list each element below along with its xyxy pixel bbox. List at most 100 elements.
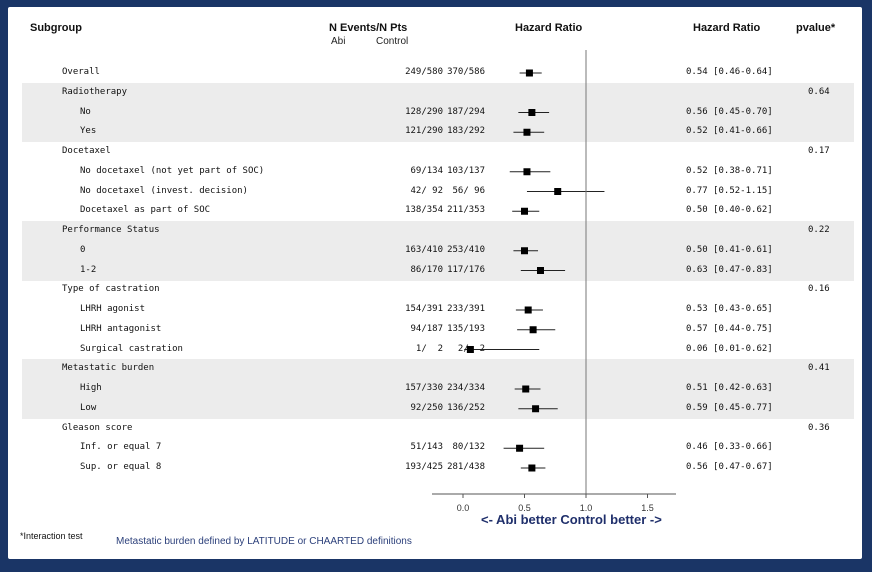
hr-point [529,326,537,334]
hr-point [528,464,536,472]
row-pvalue: 0.36 [808,422,830,433]
row-label: Overall [62,67,100,77]
row-hr-text: 0.46 [0.33-0.66] [686,442,773,453]
row-label: Gleason score [62,422,133,433]
row-abi-count: 163/410 [405,244,443,255]
row-label: Metastatic burden [62,363,155,374]
x-tick-label: 0.5 [518,503,531,513]
table-row: High 157/330 234/334 0.51 [0.42-0.63] [22,379,854,399]
hr-point [521,207,528,215]
row-abi-count: 121/290 [405,126,443,137]
row-hr-text: 0.57 [0.44-0.75] [686,323,773,334]
row-hr-text: 0.54 [0.46-0.64] [686,67,773,77]
hr-point [532,405,540,413]
table-row: Gleason score 0.36 [22,419,854,439]
row-control-count: 135/193 [447,323,485,334]
row-control-count: 136/252 [447,402,485,413]
table-row: No 128/290 187/294 0.56 [0.45-0.70] [22,102,854,123]
row-abi-count: 157/330 [405,383,443,393]
row-abi-count: 1/ 2 [415,343,443,354]
row-hr-text: 0.51 [0.42-0.63] [686,383,773,393]
row-hr-text: 0.56 [0.45-0.70] [686,106,773,117]
row-label: Type of castration [62,284,160,295]
table-row: Metastatic burden 0.41 [22,359,854,380]
table-row: Low 92/250 136/252 0.59 [0.45-0.77] [22,398,854,419]
row-hr-text: 0.52 [0.38-0.71] [686,165,773,176]
table-row: 0 163/410 253/410 0.50 [0.41-0.61] [22,240,854,261]
row-label: High [80,383,102,393]
x-axis-label: <- Abi better Control better -> [481,512,662,527]
row-pvalue: 0.22 [808,225,830,235]
hr-point [516,444,524,452]
hr-point [466,346,474,353]
row-pvalue: 0.16 [808,284,830,295]
row-abi-count: 92/250 [410,402,443,413]
row-abi-count: 193/425 [405,462,443,472]
row-pvalue: 0.41 [808,363,830,374]
table-row: Type of castration 0.16 [22,280,854,300]
hr-point [523,168,531,176]
header-abi: Abi [331,36,346,47]
row-label: Surgical castration [80,343,183,354]
row-control-count: 103/137 [447,165,485,176]
row-hr-text: 0.50 [0.41-0.61] [686,244,773,255]
row-hr-text: 0.53 [0.43-0.65] [686,304,773,314]
table-row: Inf. or equal 7 51/143 80/132 0.46 [0.33-0.… [22,438,854,458]
row-hr-text: 0.77 [0.52-1.15] [686,185,773,196]
row-pvalue: 0.17 [808,146,830,156]
row-abi-count: 154/391 [405,304,443,314]
row-hr-text: 0.52 [0.41-0.66] [686,126,773,137]
hr-point [554,188,562,195]
header-n-events: N Events/N Pts [329,22,408,34]
row-label: Docetaxel as part of SOC [80,205,211,216]
row-control-count: 234/334 [447,383,485,393]
row-control-count: 233/391 [447,304,485,314]
table-row: Yes 121/290 183/292 0.52 [0.41-0.66] [22,122,854,143]
hr-point [525,69,533,77]
header-control: Control [376,36,409,47]
row-abi-count: 51/143 [410,442,443,453]
hr-point [522,385,530,393]
row-abi-count: 69/134 [410,165,443,176]
row-control-count: 2/ 2 [457,343,485,354]
table-row: No docetaxel (not yet part of SOC) 69/134… [22,162,854,182]
row-label: Performance Status [62,225,160,235]
row-control-count: 80/132 [452,442,485,453]
hr-point [524,306,532,314]
table-row: No docetaxel (invest. decision) 42/ 92 56/… [22,182,854,202]
table-row: LHRH agonist 154/391 233/391 0.53 [0.43-0.6… [22,300,854,320]
hr-point [521,247,528,255]
row-label: No [80,106,91,117]
row-control-count: 281/438 [447,462,485,472]
row-label: No docetaxel (invest. decision) [80,185,248,196]
table-row: Docetaxel as part of SOC 138/354 211/353 0.… [22,201,854,221]
row-hr-text: 0.63 [0.47-0.83] [686,264,773,275]
row-label: 0 [80,244,86,255]
row-hr-text: 0.06 [0.01-0.62] [686,343,773,354]
header-pvalue: pvalue* [796,22,836,34]
footnote-interaction: *Interaction test [20,531,83,541]
row-hr-text: 0.56 [0.47-0.67] [686,462,773,472]
row-label: Inf. or equal 7 [80,442,162,453]
row-abi-count: 128/290 [405,106,443,117]
x-tick-label: 1.5 [641,503,654,513]
row-pvalue: 0.64 [808,86,830,97]
row-label: LHRH antagonist [80,323,162,334]
table-row: Surgical castration 1/ 2 2/ 2 0.06 [0.01-0.… [22,340,854,360]
hr-point [523,128,531,136]
hr-point [528,109,536,116]
table-row: Sup. or equal 8 193/425 281/438 0.56 [0.47-… [22,458,854,478]
row-abi-count: 42/ 92 [410,185,443,196]
row-label: LHRH agonist [80,304,146,314]
row-control-count: 370/586 [447,67,485,77]
x-tick-label: 1.0 [580,503,593,513]
row-control-count: 187/294 [447,106,485,117]
row-abi-count: 138/354 [405,205,443,216]
row-label: Low [80,402,97,413]
row-abi-count: 86/170 [410,264,443,275]
row-control-count: 183/292 [447,126,485,137]
row-label: No docetaxel (not yet part of SOC) [80,165,265,176]
table-row: LHRH antagonist 94/187 135/193 0.57 [0.44-0… [22,320,854,340]
x-tick-label: 0.0 [457,503,470,513]
